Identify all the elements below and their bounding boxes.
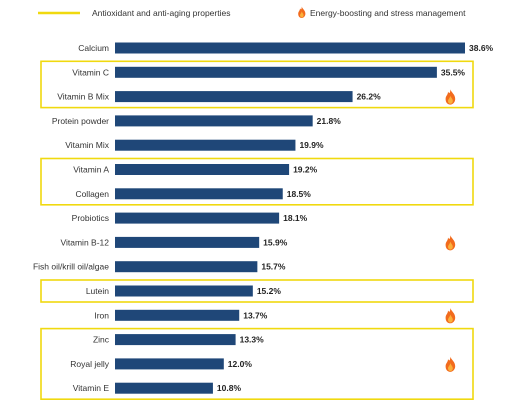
value-label-1: 38.6% (469, 43, 494, 53)
flame-icon (445, 308, 456, 324)
value-label-3: 26.2% (357, 92, 382, 102)
category-label-5: Vitamin Mix (65, 140, 110, 150)
category-label-9: Vitamin B-12 (60, 237, 109, 247)
flame-markers (445, 89, 456, 372)
bar-8 (115, 212, 280, 224)
category-label-7: Collagen (75, 189, 109, 199)
flame-inner (448, 363, 453, 372)
flame-inner (448, 241, 453, 250)
bar-4 (115, 115, 313, 127)
flame-icon (445, 356, 456, 372)
category-label-11: Lutein (86, 286, 109, 296)
bar-6 (115, 164, 290, 175)
category-label-12: Iron (94, 310, 109, 320)
legend: Antioxidant and anti-aging properties En… (38, 6, 466, 18)
bar-10 (115, 261, 258, 273)
category-label-2: Vitamin C (72, 67, 109, 77)
highlight-boxes (40, 60, 474, 401)
bar-2 (115, 66, 437, 78)
bar-14 (115, 358, 224, 370)
value-label-8: 18.1% (283, 213, 308, 223)
value-label-7: 18.5% (287, 189, 312, 199)
flame-inner (448, 95, 453, 104)
bar-9 (115, 236, 260, 248)
flame-inner (448, 314, 453, 323)
category-label-14: Royal jelly (70, 359, 109, 369)
bar-11 (115, 285, 253, 297)
category-label-1: Calcium (78, 43, 109, 53)
labels: Calcium 38.6% Vitamin C 35.5% Vitamin B Mix 2… (33, 43, 494, 393)
value-label-2: 35.5% (441, 67, 466, 77)
value-label-11: 15.2% (257, 286, 282, 296)
bar-1 (115, 42, 465, 54)
category-label-4: Protein powder (52, 116, 109, 126)
value-label-13: 13.3% (240, 335, 265, 345)
value-label-5: 19.9% (299, 140, 324, 150)
category-label-6: Vitamin A (73, 165, 109, 175)
flame-icon (445, 235, 456, 251)
bar-5 (115, 139, 296, 151)
bar-13 (115, 334, 236, 346)
category-label-15: Vitamin E (73, 383, 110, 393)
value-label-12: 13.7% (243, 310, 268, 320)
category-label-8: Probiotics (72, 213, 109, 223)
bars (115, 42, 465, 394)
bar-3 (115, 91, 353, 103)
highlight-box-2 (40, 157, 474, 206)
value-label-4: 21.8% (317, 116, 342, 126)
highlight-box-3 (40, 279, 474, 303)
category-label-3: Vitamin B Mix (57, 92, 110, 102)
legend-antioxidant-label: Antioxidant and anti-aging properties (92, 8, 230, 18)
value-label-6: 19.2% (293, 165, 318, 175)
bar-15 (115, 382, 213, 394)
highlight-box-1 (40, 60, 474, 109)
flame-icon (445, 89, 456, 105)
value-label-9: 15.9% (263, 237, 288, 247)
legend-energy-label: Energy-boosting and stress management (310, 8, 466, 18)
bar-12 (115, 309, 240, 321)
category-label-10: Fish oil/krill oil/algae (33, 262, 109, 272)
value-label-15: 10.8% (217, 383, 242, 393)
bar-7 (115, 188, 283, 200)
value-label-14: 12.0% (228, 359, 253, 369)
flame-icon (298, 6, 306, 18)
highlight-box-4 (40, 327, 474, 401)
value-label-10: 15.7% (261, 262, 286, 272)
category-label-13: Zinc (93, 335, 110, 345)
